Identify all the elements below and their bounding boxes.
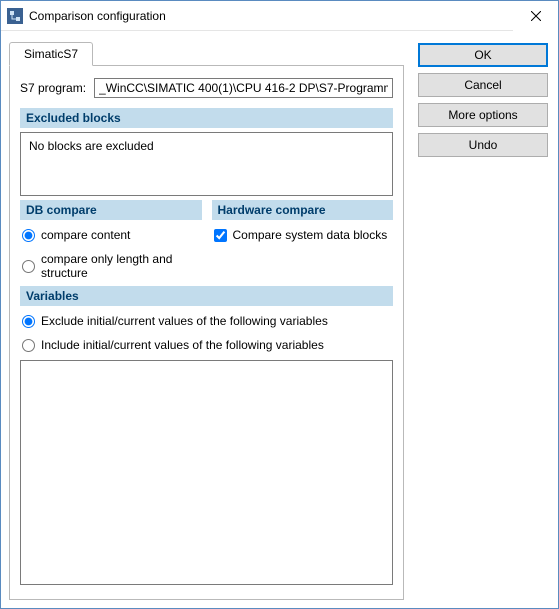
excluded-blocks-box[interactable]: No blocks are excluded: [20, 132, 393, 196]
close-button[interactable]: [513, 1, 558, 31]
compare-options: compare content compare only length and …: [20, 226, 393, 282]
dialog-window: Comparison configuration SimaticS7 S7 pr…: [0, 0, 559, 609]
tabstrip: SimaticS7: [9, 42, 404, 66]
hw-compare-sysblocks-check[interactable]: [214, 229, 227, 242]
titlebar: Comparison configuration: [1, 1, 558, 31]
db-compare-col: compare content compare only length and …: [20, 226, 202, 282]
program-label: S7 program:: [20, 81, 86, 95]
ok-button[interactable]: OK: [418, 43, 548, 67]
db-compare-length-radio[interactable]: [22, 260, 35, 273]
section-excluded-header: Excluded blocks: [20, 108, 393, 128]
app-icon: [7, 8, 23, 24]
tab-simatics7[interactable]: SimaticS7: [9, 42, 93, 66]
vars-exclude-label: Exclude initial/current values of the fo…: [41, 314, 328, 328]
vars-include-radio[interactable]: [22, 339, 35, 352]
hw-compare-sysblocks[interactable]: Compare system data blocks: [212, 226, 394, 244]
section-variables-header: Variables: [20, 286, 393, 306]
compare-headers: DB compare Hardware compare: [20, 198, 393, 220]
tab-panel: S7 program: Excluded blocks No blocks ar…: [9, 65, 404, 600]
db-compare-length[interactable]: compare only length and structure: [20, 250, 202, 282]
hw-compare-sysblocks-label: Compare system data blocks: [233, 228, 388, 242]
db-compare-content[interactable]: compare content: [20, 226, 202, 244]
close-icon: [531, 11, 541, 21]
db-compare-content-radio[interactable]: [22, 229, 35, 242]
vars-exclude-radio[interactable]: [22, 315, 35, 328]
vars-include[interactable]: Include initial/current values of the fo…: [20, 336, 393, 354]
more-options-button[interactable]: More options: [418, 103, 548, 127]
variables-options: Exclude initial/current values of the fo…: [20, 312, 393, 354]
undo-button[interactable]: Undo: [418, 133, 548, 157]
program-row: S7 program:: [20, 78, 393, 98]
button-column: OK Cancel More options Undo: [418, 41, 548, 600]
db-compare-content-label: compare content: [41, 228, 130, 242]
hw-compare-col: Compare system data blocks: [212, 226, 394, 282]
db-compare-length-label: compare only length and structure: [41, 252, 200, 280]
excluded-blocks-text: No blocks are excluded: [29, 139, 154, 153]
dialog-body: SimaticS7 S7 program: Excluded blocks No…: [1, 31, 558, 608]
section-hw-header: Hardware compare: [212, 200, 394, 220]
window-title: Comparison configuration: [29, 9, 513, 23]
cancel-button[interactable]: Cancel: [418, 73, 548, 97]
program-input[interactable]: [94, 78, 393, 98]
vars-include-label: Include initial/current values of the fo…: [41, 338, 324, 352]
left-pane: SimaticS7 S7 program: Excluded blocks No…: [9, 41, 404, 600]
section-db-header: DB compare: [20, 200, 202, 220]
variables-list-box[interactable]: [20, 360, 393, 585]
vars-exclude[interactable]: Exclude initial/current values of the fo…: [20, 312, 393, 330]
